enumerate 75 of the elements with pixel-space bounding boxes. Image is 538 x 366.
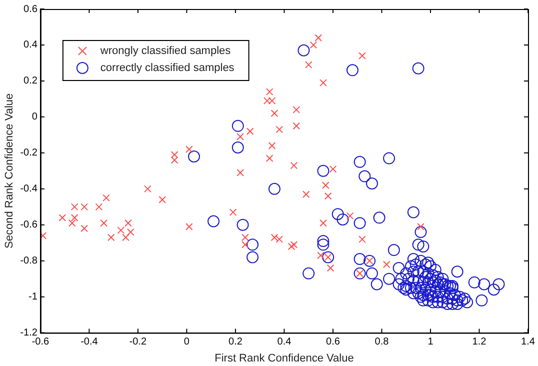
point — [144, 185, 152, 193]
point — [268, 142, 276, 150]
point — [158, 196, 166, 204]
point — [263, 97, 271, 104]
y-tick-label: -0.4 — [20, 184, 38, 195]
point — [95, 203, 103, 211]
y-tick-label: -0.2 — [20, 148, 38, 159]
point — [290, 240, 298, 248]
point — [185, 146, 193, 153]
point — [70, 203, 78, 211]
point — [322, 182, 330, 189]
point — [276, 236, 284, 243]
point — [270, 234, 278, 242]
x-tick-label: 0.4 — [277, 336, 292, 348]
point — [124, 219, 132, 227]
point — [266, 88, 274, 96]
point — [346, 212, 354, 220]
x-tick-label: 0 — [184, 336, 190, 348]
point — [100, 219, 108, 227]
point — [236, 169, 244, 176]
point — [229, 208, 237, 216]
point — [270, 110, 278, 118]
point — [40, 232, 47, 240]
legend-label: correctly classified samples — [100, 62, 235, 74]
x-tick-label: 1.4 — [521, 336, 536, 348]
x-tick-label: 1 — [428, 336, 434, 348]
x-tick-label: -0.4 — [80, 336, 98, 348]
x-tick-label: -0.2 — [129, 336, 147, 348]
point — [290, 162, 298, 170]
point — [417, 222, 424, 230]
point — [268, 97, 276, 104]
point — [358, 52, 366, 60]
point — [107, 234, 115, 242]
point — [292, 122, 300, 130]
point — [292, 106, 300, 114]
y-tick-label: 0.2 — [24, 76, 38, 87]
x-tick-label: 0.8 — [374, 336, 390, 348]
y-tick-label: -0.6 — [20, 220, 38, 231]
point — [117, 226, 125, 234]
point — [58, 214, 66, 222]
point — [304, 61, 312, 68]
x-axis-title: First Rank Confidence Value — [214, 352, 354, 364]
point — [266, 154, 274, 162]
point — [236, 133, 244, 140]
point — [80, 224, 88, 232]
point — [276, 126, 284, 134]
point — [102, 194, 110, 202]
point — [246, 128, 254, 136]
point — [288, 242, 296, 250]
x-tick-label: 0.6 — [326, 336, 340, 348]
y-tick-label: 0 — [32, 112, 38, 123]
x-tick-label: 0.2 — [228, 336, 243, 348]
y-axis-title: Second Rank Confidence Value — [4, 93, 16, 248]
point — [382, 260, 390, 268]
point — [320, 219, 327, 227]
point — [326, 264, 334, 272]
point — [317, 252, 324, 260]
y-tick-label: -0.8 — [20, 256, 38, 267]
point — [185, 222, 193, 230]
point — [329, 165, 337, 173]
point — [314, 34, 322, 42]
y-tick-label: 0.4 — [24, 40, 38, 51]
y-tick-label: 0.6 — [24, 4, 38, 15]
point — [122, 234, 130, 242]
point — [324, 192, 332, 200]
point — [80, 203, 88, 211]
x-tick-label: 1.2 — [472, 336, 487, 348]
y-tick-label: -1 — [28, 292, 38, 303]
point — [126, 228, 134, 236]
point — [358, 236, 366, 243]
legend-label: wrongly classified samples — [99, 45, 232, 58]
y-tick-label: -1.2 — [20, 328, 38, 339]
point — [302, 190, 310, 198]
point — [310, 41, 318, 49]
point — [320, 79, 327, 86]
